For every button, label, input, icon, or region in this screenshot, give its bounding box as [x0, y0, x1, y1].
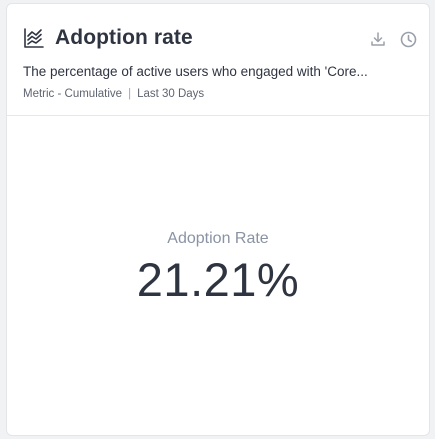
metric-display: Adoption Rate 21.21% — [7, 230, 429, 303]
title-row: Adoption rate — [23, 24, 193, 52]
download-icon[interactable] — [369, 30, 387, 48]
metric-label: Adoption Rate — [167, 230, 269, 247]
metric-value: 21.21% — [136, 253, 300, 306]
metric-type: Metric - Cumulative — [23, 88, 123, 100]
card-title: Adoption rate — [55, 26, 193, 49]
time-range: Last 30 Days — [137, 88, 205, 100]
card-header: Adoption rate The percentage of active u… — [7, 4, 429, 116]
card-meta: Metric - Cumulative | Last 30 Days — [23, 88, 204, 100]
metric-card: Adoption rate The percentage of active u… — [6, 3, 430, 436]
line-chart-icon — [23, 27, 45, 49]
card-description: The percentage of active users who engag… — [23, 64, 368, 79]
header-actions — [369, 30, 417, 48]
clock-icon[interactable] — [399, 30, 417, 48]
meta-separator: | — [128, 88, 132, 100]
